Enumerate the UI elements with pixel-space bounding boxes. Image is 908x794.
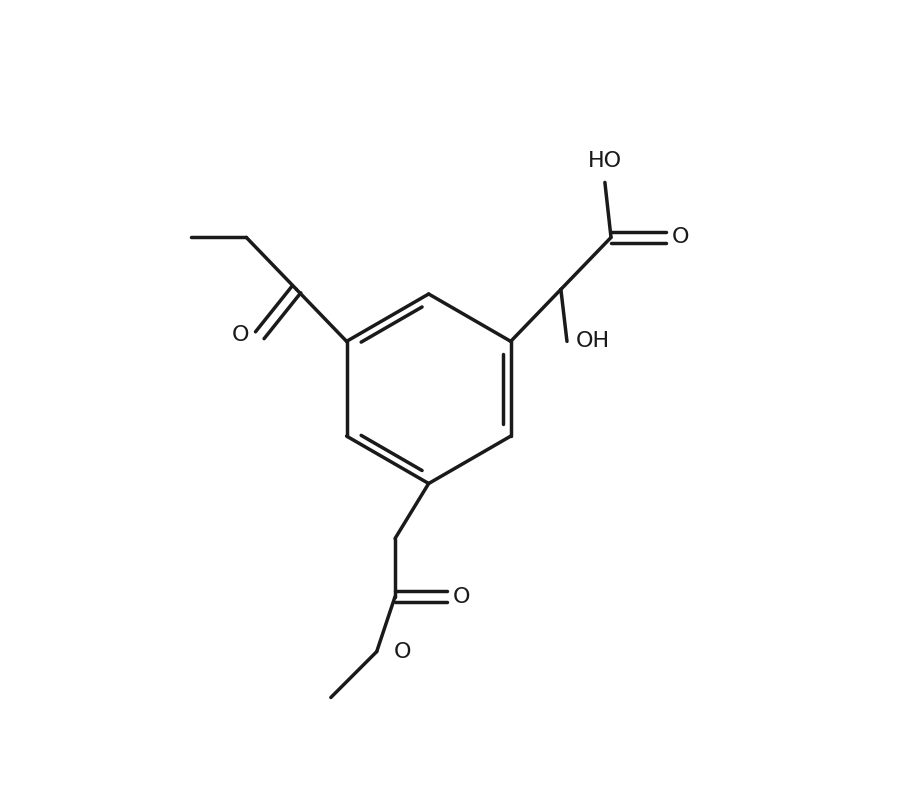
Text: O: O bbox=[672, 227, 690, 248]
Text: HO: HO bbox=[587, 152, 622, 172]
Text: O: O bbox=[394, 642, 411, 661]
Text: O: O bbox=[453, 587, 470, 607]
Text: O: O bbox=[232, 326, 249, 345]
Text: OH: OH bbox=[577, 331, 610, 352]
